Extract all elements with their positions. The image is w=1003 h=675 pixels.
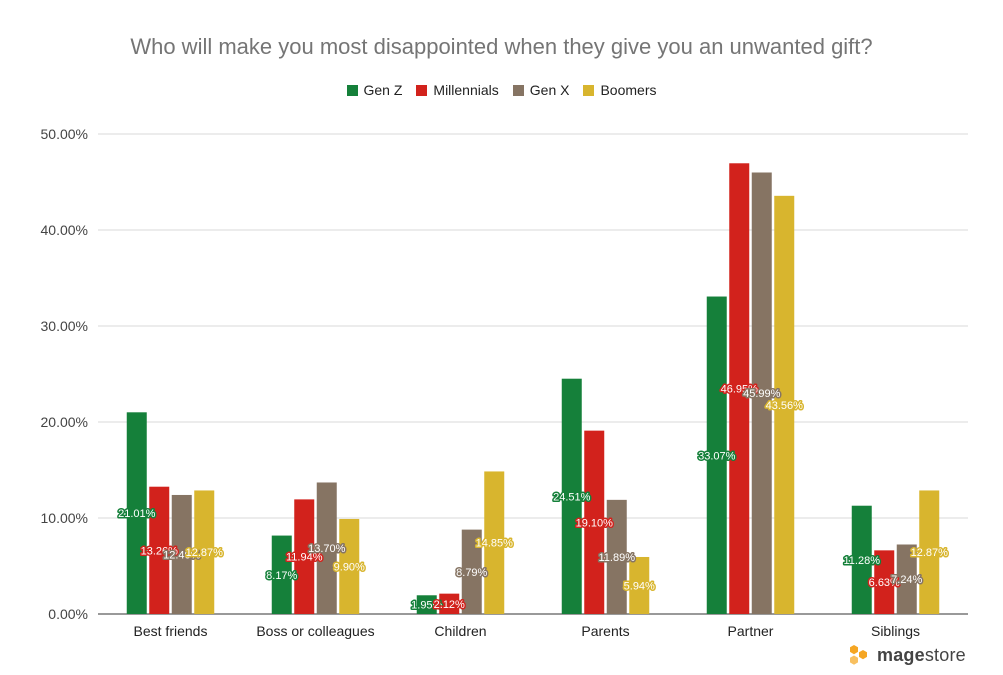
data-label: 11.28% [844,555,881,567]
brand-logo: magestore [848,644,966,666]
bar [774,195,795,614]
x-tick-label: Partner [728,623,774,639]
y-tick-label: 40.00% [41,222,88,238]
legend-label: Gen Z [363,82,403,98]
bar [126,412,147,614]
x-tick-label: Best friends [134,623,208,639]
data-label: 14.85% [476,538,514,550]
logo-text-light: store [924,644,966,665]
bar [294,499,315,614]
legend-item: Boomers [583,82,657,98]
legend-label: Millennials [433,82,499,98]
bar [149,486,170,614]
data-label: 12.40% [163,549,201,561]
data-label: 8.17% [266,570,297,582]
chart-legend: Gen Z Millennials Gen X Boomers [0,82,1003,98]
legend-swatch [583,84,595,96]
bar [316,482,337,614]
bar [416,595,437,614]
chart-title: Who will make you most disappointed when… [130,34,873,59]
data-label: 7.24% [891,574,922,586]
bar [706,296,727,614]
legend-label: Boomers [600,82,657,98]
bar [851,505,872,614]
y-tick-label: 30.00% [41,318,88,334]
bar [439,593,460,614]
legend-swatch [346,84,358,96]
x-tick-label: Parents [581,623,629,639]
bar [561,378,582,614]
legend-item: Gen Z [346,82,403,98]
data-label: 45.99% [743,388,781,400]
legend-swatch [512,84,524,96]
legend-item: Millennials [416,82,499,98]
data-label: 43.56% [766,400,804,412]
bar [874,550,895,614]
legend-item: Gen X [512,82,570,98]
bar [461,529,482,614]
data-label: 13.70% [308,543,346,555]
y-tick-label: 10.00% [41,510,88,526]
data-label: 19.10% [576,517,614,529]
data-label: 46.95% [721,384,759,396]
x-tick-label: Boss or colleagues [256,623,374,639]
data-label: 2.12% [434,599,465,611]
data-label: 9.90% [334,561,365,573]
bar [919,490,940,614]
data-label: 8.79% [456,567,487,579]
data-label: 5.94% [624,580,655,592]
data-label: 12.87% [186,547,224,559]
data-label: 12.87% [911,547,949,559]
bar [271,535,292,614]
logo-text-bold: mage [877,644,925,665]
y-tick-label: 20.00% [41,414,88,430]
bar [339,518,360,614]
legend-swatch [416,84,428,96]
data-label: 1.95% [411,600,442,612]
bar [484,471,505,614]
bar [729,163,750,614]
bar [751,172,772,614]
data-label: 13.26% [141,545,179,557]
bar [584,430,605,614]
y-tick-label: 50.00% [41,126,88,142]
bar [629,556,650,614]
data-label: 33.07% [698,450,736,462]
legend-label: Gen X [529,82,570,98]
bar [171,494,192,614]
x-tick-label: Children [434,623,486,639]
data-label: 11.94% [286,552,323,564]
y-tick-label: 0.00% [48,606,88,622]
data-label: 11.89% [599,552,636,564]
data-label: 24.51% [553,491,591,503]
bar [606,499,627,614]
bar [194,490,215,614]
x-tick-label: Siblings [871,623,920,639]
bar [896,544,917,614]
data-label: 6.63% [869,577,900,589]
hexagon-cluster-icon [850,645,867,665]
data-label: 21.01% [118,508,156,520]
